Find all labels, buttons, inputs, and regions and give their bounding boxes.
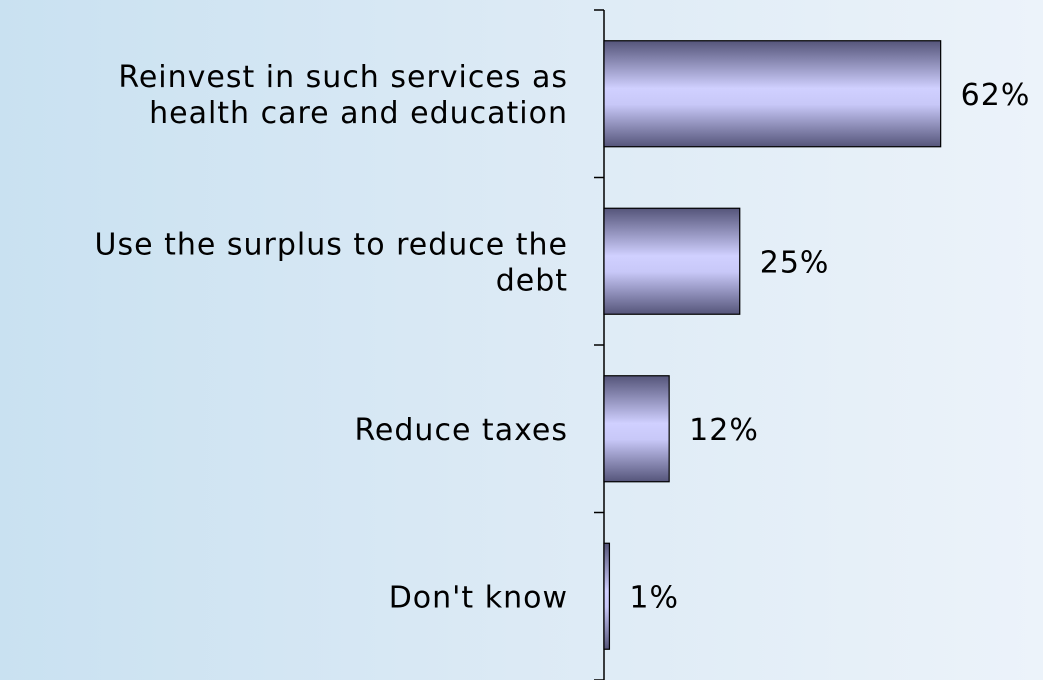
- category-label-line: health care and education: [149, 96, 568, 131]
- category-label: Don't know: [389, 580, 568, 615]
- y-axis: [594, 9, 605, 680]
- category-label: Use the surplus to reduce the debt: [95, 227, 568, 298]
- category-label-line: Use the surplus to reduce the: [95, 227, 568, 262]
- category-label-line: Reinvest in such services as: [118, 60, 568, 95]
- bar: [603, 375, 670, 483]
- bars: [603, 40, 942, 650]
- value-label: 25%: [760, 245, 830, 280]
- bar: [603, 542, 611, 650]
- value-labels: 62% 25% 12% 1%: [629, 78, 1031, 616]
- category-label-line: debt: [496, 263, 568, 298]
- bar: [603, 40, 942, 148]
- bar: [603, 207, 741, 315]
- category-label: Reinvest in such services as health care …: [118, 60, 568, 131]
- category-label-line: Reduce taxes: [354, 413, 568, 448]
- value-label: 12%: [689, 413, 759, 448]
- category-labels: Reinvest in such services as health care …: [95, 60, 568, 616]
- value-label: 1%: [629, 580, 679, 615]
- value-label: 62%: [961, 78, 1031, 113]
- category-label: Reduce taxes: [354, 413, 568, 448]
- category-label-line: Don't know: [389, 580, 568, 615]
